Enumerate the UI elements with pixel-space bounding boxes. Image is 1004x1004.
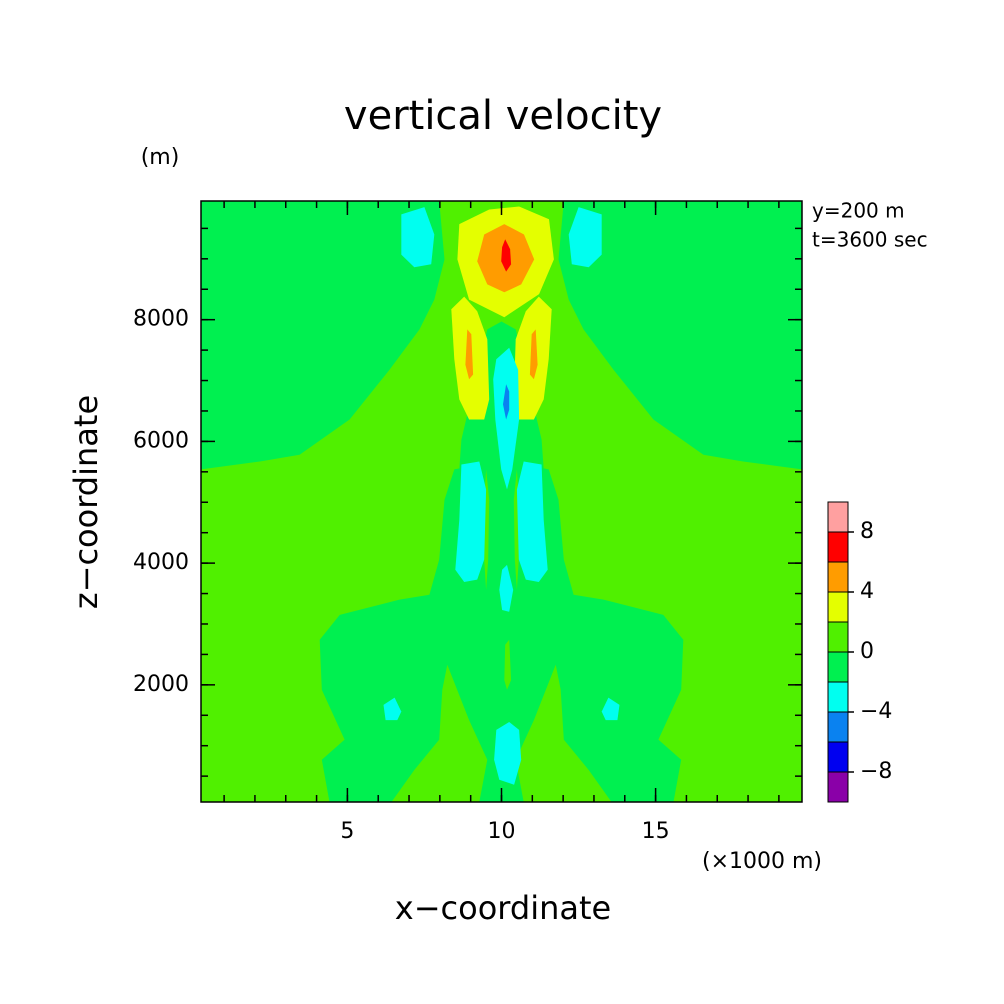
contour-region [383, 697, 402, 721]
contour-region [494, 722, 522, 785]
y-tick-label: 2000 [133, 672, 189, 697]
colorbar-box [827, 501, 849, 533]
contour-region [401, 207, 435, 268]
x-unit: (×1000 m) [702, 849, 822, 874]
colorbar-box [827, 591, 849, 623]
colorbar-tick-label: 4 [860, 579, 874, 604]
x-tick-label: 5 [340, 819, 354, 844]
contour-region [529, 329, 538, 380]
y-tick-label: 6000 [133, 428, 189, 453]
colorbar-box [827, 531, 849, 563]
x-tick-label: 10 [488, 819, 516, 844]
y-tick-label: 4000 [133, 550, 189, 575]
colorbar-box [827, 561, 849, 593]
colorbar-tick-label: 8 [860, 519, 874, 544]
contour-region [201, 201, 445, 470]
colorbar-box [827, 681, 849, 713]
contour-region [499, 564, 514, 612]
annotation: t=3600 sec [812, 228, 928, 252]
annotation: y=200 m [812, 199, 905, 223]
contour-region [516, 461, 548, 582]
colorbar-box [827, 621, 849, 653]
contour-region [558, 201, 802, 470]
chart-title: vertical velocity [344, 93, 662, 139]
colorbar-box [827, 651, 849, 683]
colorbar-box [827, 711, 849, 743]
contour-region [503, 384, 510, 420]
contour-region [504, 639, 512, 690]
colorbar-tick-label: −8 [860, 759, 892, 784]
y-unit: (m) [141, 145, 180, 170]
contour-region [515, 664, 612, 802]
y-axis-label: z−coordinate [67, 395, 105, 609]
contour-region [465, 329, 474, 380]
contour-region [319, 459, 684, 802]
x-axis-label: x−coordinate [395, 889, 611, 927]
contour-region [601, 697, 620, 721]
colorbar-box [827, 741, 849, 773]
colorbar-tick-label: 0 [860, 639, 874, 664]
contour-region [568, 207, 602, 268]
x-tick-label: 15 [642, 819, 670, 844]
colorbar-box [827, 771, 849, 803]
colorbar-tick-label: −4 [860, 699, 892, 724]
y-tick-label: 8000 [133, 307, 189, 332]
contour-region [455, 461, 487, 582]
contour-region [391, 664, 488, 802]
contour-region [501, 239, 512, 272]
